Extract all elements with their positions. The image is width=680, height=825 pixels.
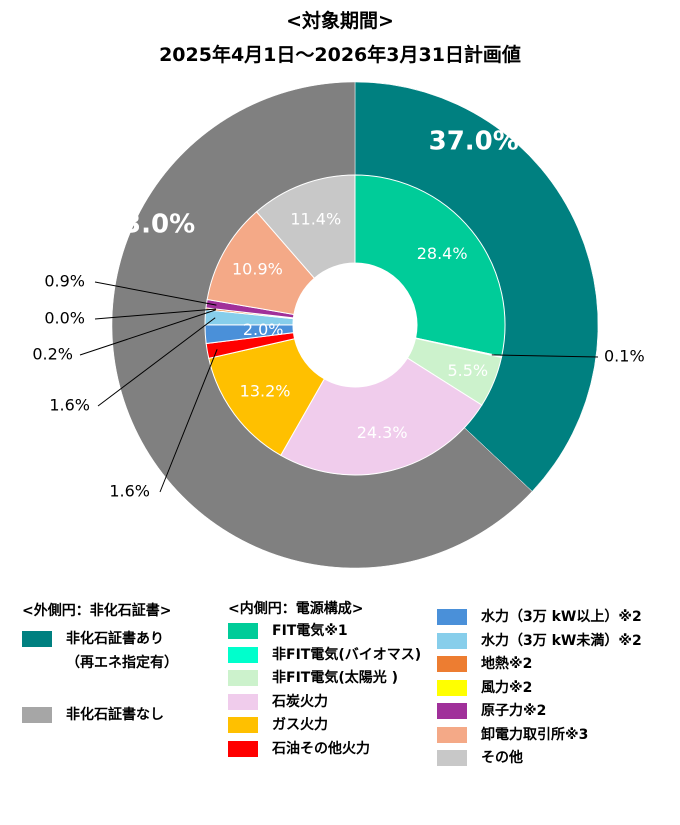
inner-data-label: 10.9% [232, 260, 283, 279]
legend-label: FIT電気※1 [272, 623, 348, 639]
legend-label: その他 [481, 750, 523, 766]
legend-label: 風力※2 [481, 679, 533, 696]
leader-line [94, 281, 217, 306]
callout-data-label: 1.6% [109, 482, 150, 501]
inner-data-label: 11.4% [290, 210, 341, 229]
chart-title-line2: 2025年4月1日～2026年3月31日計画値 [159, 44, 521, 66]
legend-swatch [22, 707, 52, 723]
legend-label: 石油その他火力 [272, 740, 370, 757]
legend-swatch [437, 656, 467, 672]
inner-data-label: 5.5% [447, 361, 488, 380]
callout-data-label: 1.6% [49, 396, 90, 415]
legend-swatch [228, 670, 258, 686]
legend-sublabel: （再エネ指定有） [66, 655, 178, 671]
callout-data-label: 0.2% [32, 345, 73, 364]
outer-legend-title: <外側円：非化石証書> [22, 603, 172, 619]
legend-swatch [437, 609, 467, 625]
legend-label: 非FIT電気(バイオマス) [272, 646, 422, 663]
legend-label: 非化石証書なし [66, 707, 164, 723]
legend-swatch [228, 717, 258, 733]
callout-data-label: 0.1% [604, 347, 645, 366]
inner-data-label: 13.2% [240, 381, 291, 400]
legend-swatch [228, 693, 258, 710]
inner-slice [255, 174, 356, 279]
legend-swatch [437, 750, 467, 766]
leader-line [94, 308, 216, 320]
legend-label: 非FIT電気(太陽光 ) [272, 670, 398, 686]
legend-swatch [437, 679, 467, 696]
legend-swatch [228, 623, 258, 639]
inner-data-label: 2.0% [243, 320, 284, 339]
legend-swatch [22, 631, 52, 647]
legend-label: 原子力※2 [481, 703, 547, 719]
legend-label: 石炭火力 [272, 693, 328, 710]
legend-swatch [437, 726, 467, 743]
inner-legend-title: <内側円：電源構成> [228, 601, 364, 617]
legend-label: 地熱※2 [481, 656, 533, 672]
legend-label: 水力（3万 kW未満）※2 [481, 632, 642, 649]
legend-swatch [228, 646, 258, 663]
outer-data-label: 37.0% [429, 127, 519, 157]
outer-data-label: 63.0% [105, 210, 195, 240]
legend-label: 卸電力取引所※3 [481, 726, 589, 743]
chart-title-line1: <対象期間> [286, 10, 394, 32]
leader-line [97, 317, 216, 407]
inner-data-label: 28.4% [417, 244, 468, 263]
donut-chart: 37.0% 63.0% 28.4% 5.5% 24.3% 13.2% 2.0% 10.9% 11… [32, 81, 645, 569]
leader-line [491, 354, 599, 358]
legend-label: 水力（3万 kW以上）※2 [481, 609, 642, 625]
callout-data-label: 0.0% [44, 309, 85, 328]
legend-swatch [228, 740, 258, 757]
legend-label: ガス火力 [272, 717, 328, 733]
inner-data-label: 24.3% [357, 423, 408, 442]
legend-label: 非化石証書あり [66, 631, 164, 647]
callout-data-label: 0.9% [44, 272, 85, 291]
legend-swatch [437, 632, 467, 649]
legend-swatch [437, 703, 467, 719]
leader-line [159, 349, 218, 493]
donut-hole [293, 263, 417, 387]
leader-line [79, 309, 216, 356]
